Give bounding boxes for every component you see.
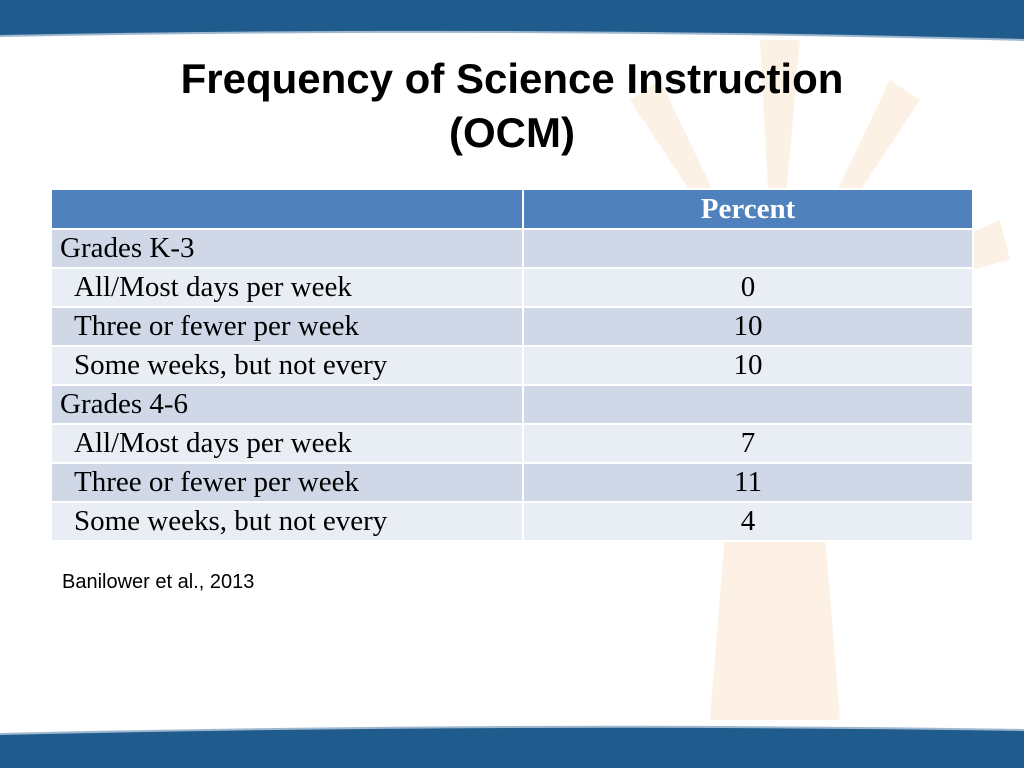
bottom-band — [0, 718, 1024, 768]
table-row: Some weeks, but not every 10 — [50, 345, 974, 386]
group-label-grades-k-3: Grades K-3 — [50, 228, 524, 269]
slide-title: Frequency of Science Instruction (OCM) — [0, 52, 1024, 160]
header-percent-cell: Percent — [522, 188, 974, 230]
table-row: All/Most days per week 0 — [50, 267, 974, 308]
table-row: Three or fewer per week 10 — [50, 306, 974, 347]
group-label-grades-4-6: Grades 4-6 — [50, 384, 524, 425]
row-label: All/Most days per week — [50, 423, 524, 464]
row-value — [522, 228, 974, 269]
table-row: Grades K-3 — [50, 228, 974, 269]
row-label: Some weeks, but not every — [50, 501, 524, 542]
header-label-cell — [50, 188, 524, 230]
row-label: Three or fewer per week — [50, 306, 524, 347]
table-row: All/Most days per week 7 — [50, 423, 974, 464]
row-value: 10 — [522, 306, 974, 347]
table-row: Some weeks, but not every 4 — [50, 501, 974, 542]
row-label: Some weeks, but not every — [50, 345, 524, 386]
row-value: 10 — [522, 345, 974, 386]
row-label: All/Most days per week — [50, 267, 524, 308]
row-value: 7 — [522, 423, 974, 464]
row-value: 4 — [522, 501, 974, 542]
row-value: 0 — [522, 267, 974, 308]
row-label: Three or fewer per week — [50, 462, 524, 503]
table-row: Three or fewer per week 11 — [50, 462, 974, 503]
citation: Banilower et al., 2013 — [62, 571, 255, 593]
slide-title-line1: Frequency of Science Instruction — [180, 55, 844, 102]
top-band — [0, 0, 1024, 44]
table-row: Grades 4-6 — [50, 384, 974, 425]
row-value: 11 — [522, 462, 974, 503]
frequency-table: Percent Grades K-3 All/Most days per wee… — [50, 188, 974, 542]
slide-title-line2: (OCM) — [449, 109, 575, 156]
row-value — [522, 384, 974, 425]
table-header-row: Percent — [50, 188, 974, 230]
